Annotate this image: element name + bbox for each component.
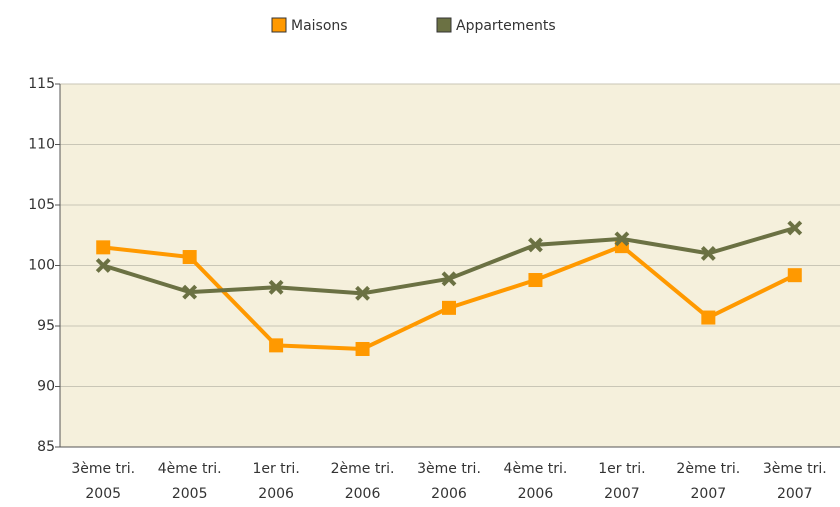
x-tick-label-line: 1er tri.: [598, 461, 645, 477]
x-tick-label-line: 2006: [431, 486, 467, 502]
x-tick-label-line: 2006: [345, 486, 381, 502]
x-tick-label-line: 3ème tri.: [763, 461, 827, 477]
point: [442, 300, 456, 315]
x-tick-label-line: 2005: [85, 486, 121, 502]
x-tick-label-line: 4ème tri.: [158, 461, 222, 477]
x-tick-label-line: 2007: [604, 486, 640, 502]
x-tick-label: 1er tri. 2006: [252, 461, 299, 502]
x-tick-label-line: 4ème tri.: [504, 461, 568, 477]
x-tick-label-line: 2006: [518, 486, 554, 502]
point: [700, 245, 716, 261]
point: [269, 338, 284, 353]
y-tick-label: 95: [37, 318, 55, 334]
x-tick-label: 4ème tri. 2006: [504, 461, 568, 502]
x-tick-label-line: 2ème tri.: [676, 461, 740, 477]
y-tick-label: 90: [37, 379, 55, 395]
x-tick-label-line: 2005: [172, 486, 208, 502]
y-tick-label: 105: [28, 197, 55, 213]
point: [182, 284, 198, 300]
x-tick-label-line: 2ème tri.: [331, 461, 395, 477]
point: [355, 341, 370, 356]
point: [614, 231, 630, 247]
point: [441, 271, 457, 287]
x-tick-label: 1er tri. 2007: [598, 461, 645, 502]
x-tick-label-line: 3ème tri.: [417, 461, 481, 477]
point: [95, 258, 111, 273]
x-tick-label: 2ème tri. 2007: [676, 461, 740, 502]
x-tick-label-line: 2007: [691, 486, 727, 502]
point: [182, 250, 197, 265]
point: [787, 220, 803, 236]
point: [701, 310, 716, 325]
x-tick-label-line: 3ème tri.: [71, 461, 135, 477]
x-tick-label: 3ème tri. 2006: [417, 461, 481, 502]
point: [528, 273, 543, 288]
x-tick-label: 4ème tri. 2005: [158, 461, 222, 502]
legend-swatch: [271, 17, 287, 33]
x-tick-label: 3ème tri. 2007: [763, 461, 827, 502]
y-tick-label: 110: [28, 137, 55, 153]
x-tick-label-line: 2007: [777, 486, 813, 502]
point: [355, 285, 370, 301]
legend-swatch: [436, 17, 452, 33]
x-tick-label: 3ème tri. 2005: [71, 461, 135, 502]
point: [528, 237, 543, 253]
y-tick-label: 85: [37, 439, 55, 455]
x-tick-label-line: 2006: [258, 486, 294, 502]
point: [268, 279, 284, 295]
legend-label: Maisons: [291, 18, 348, 34]
y-tick-label: 100: [28, 258, 55, 274]
point: [787, 268, 802, 283]
x-tick-label: 2ème tri. 2006: [331, 461, 395, 502]
legend-label: Appartements: [456, 18, 556, 34]
point: [96, 240, 111, 255]
x-tick-label-line: 1er tri.: [252, 461, 299, 477]
y-tick-label: 115: [28, 76, 55, 92]
